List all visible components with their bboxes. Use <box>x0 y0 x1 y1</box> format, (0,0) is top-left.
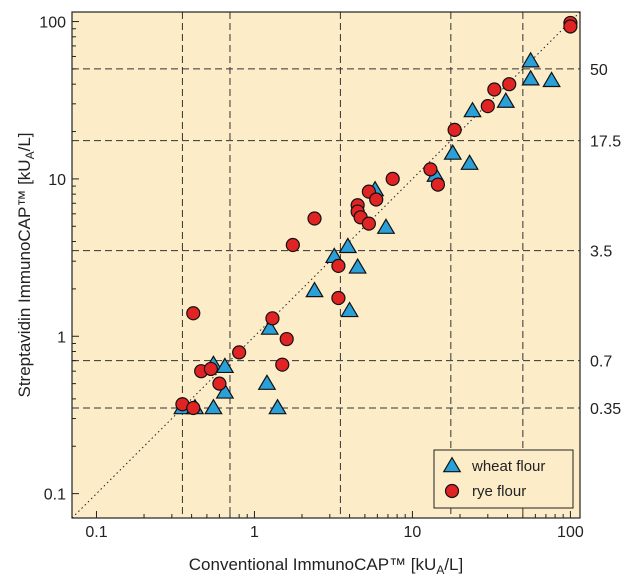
x-tick-label-1: 1 <box>250 524 259 541</box>
rye-point-20 <box>385 171 400 187</box>
y-axis-title: Streptavidin ImmunoCAP™ [kUA/L] <box>15 132 37 397</box>
rye-point-13 <box>331 258 346 274</box>
axis-ticks: 0.1 1 10 100 0.1 1 10 100 0.35 0.7 3.5 17.5 50 <box>39 15 621 541</box>
legend-box <box>433 449 574 509</box>
rye-point-4 <box>203 361 218 377</box>
x-tick-label-3: 100 <box>557 524 584 541</box>
rye-point-9 <box>279 331 294 347</box>
rye-point-17 <box>361 216 376 231</box>
data-points <box>173 15 578 416</box>
wheat-point-17 <box>443 143 463 160</box>
cutoff-grid <box>72 12 580 518</box>
rye-point-19 <box>369 192 384 207</box>
rye-point-5 <box>212 376 227 391</box>
x-tick-label-0: 0.1 <box>85 524 107 541</box>
rye-point-22 <box>430 177 446 192</box>
cutoff-label-1: 0.7 <box>590 354 612 371</box>
legend-label-1: rye flour <box>472 483 526 500</box>
wheat-point-12 <box>340 301 359 318</box>
cutoff-label-4: 50 <box>590 62 608 79</box>
y-tick-label-0: 0.1 <box>44 487 66 504</box>
rye-point-11 <box>307 211 322 226</box>
wheat-point-15 <box>376 218 396 234</box>
cutoff-label-0: 0.35 <box>590 401 621 418</box>
rye-point-25 <box>487 82 502 97</box>
wheat-point-6 <box>257 374 277 390</box>
wheat-point-8 <box>268 398 287 415</box>
wheat-point-13 <box>348 257 367 274</box>
plot-frame <box>71 11 581 519</box>
y-tick-label-2: 10 <box>48 172 66 189</box>
cutoff-label-2: 3.5 <box>590 244 612 261</box>
y-tick-label-1: 1 <box>57 329 66 346</box>
wheat-point-2 <box>204 398 223 415</box>
wheat-point-21 <box>521 51 540 68</box>
wheat-point-11 <box>338 237 358 254</box>
series-rye-flour <box>175 15 578 416</box>
rye-point-28 <box>563 19 578 34</box>
legend-rye-marker <box>444 483 460 499</box>
rye-point-2 <box>186 306 201 321</box>
wheat-point-20 <box>496 92 516 108</box>
wheat-point-4 <box>215 357 235 374</box>
x-tick-label-2: 10 <box>404 524 422 541</box>
wheat-point-22 <box>521 69 540 86</box>
rye-point-21 <box>423 162 438 177</box>
rye-point-12 <box>331 290 346 306</box>
wheat-point-19 <box>463 101 482 118</box>
y-tick-label-3: 100 <box>39 15 66 32</box>
rye-point-8 <box>275 357 290 372</box>
legend: wheat flour rye flour <box>433 449 574 509</box>
x-axis-title: Conventional ImmunoCAP™ [kUA/L] <box>189 555 463 576</box>
legend-wheat-marker <box>442 456 462 473</box>
legend-label-0: wheat flour <box>471 458 545 475</box>
wheat-point-18 <box>460 154 479 170</box>
rye-point-26 <box>502 77 517 92</box>
wheat-point-9 <box>305 281 324 298</box>
rye-point-23 <box>447 122 462 137</box>
rye-point-1 <box>186 400 201 416</box>
cutoff-label-3: 17.5 <box>590 134 621 151</box>
wheat-point-7 <box>260 318 280 335</box>
rye-point-24 <box>480 99 495 114</box>
rye-point-6 <box>232 345 247 360</box>
wheat-point-5 <box>215 382 235 399</box>
wheat-point-23 <box>542 71 561 88</box>
rye-point-7 <box>265 311 280 326</box>
rye-point-10 <box>285 237 300 253</box>
